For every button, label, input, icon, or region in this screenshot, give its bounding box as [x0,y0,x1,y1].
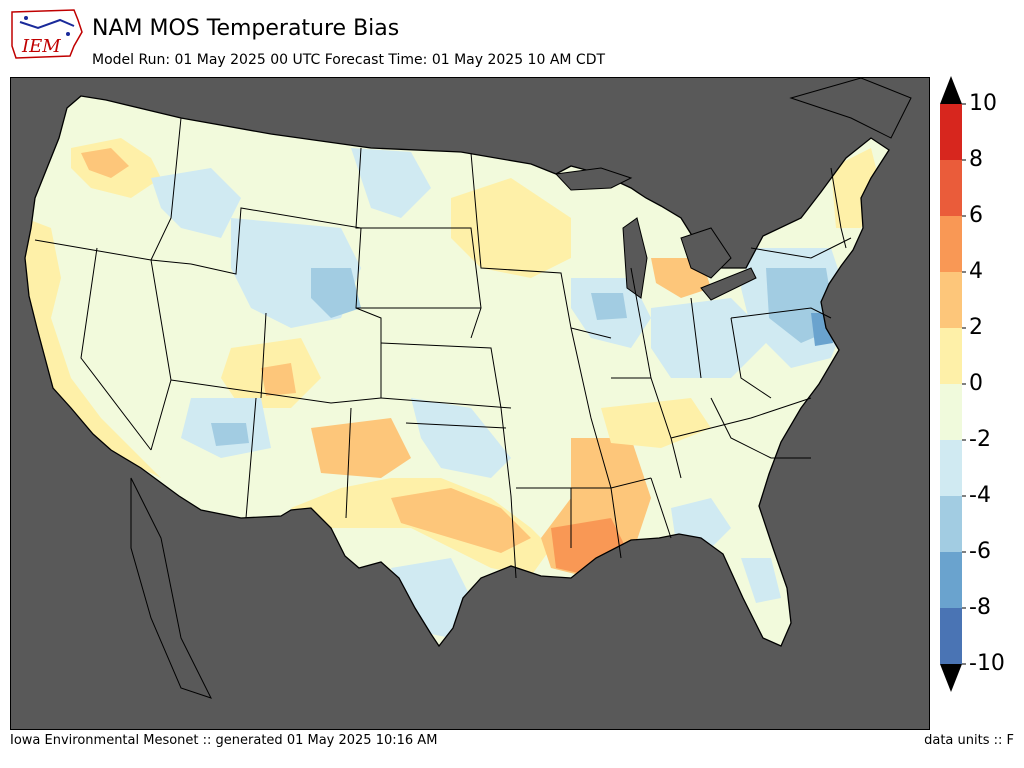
lake-michigan [622,217,648,299]
colorbar-segment [940,160,962,216]
contour-minus4to6 [311,268,361,318]
colorbar-label: 2 [969,315,983,340]
contour-plus2to4 [391,488,531,553]
contour-minus4to6 [591,293,627,320]
colorbar [935,76,1020,696]
contour-minus2to4 [411,398,511,478]
contour-plus0to2 [451,178,571,278]
contour-minus2to4 [351,148,431,218]
contour-plus2to4 [81,148,129,178]
colorbar-extend-min [940,664,962,692]
state-boundaries [34,117,852,579]
colorbar-segment [940,216,962,272]
contour-minus2to4 [741,558,781,603]
lake-huron [680,227,732,279]
logo-text: IEM [21,36,61,57]
footer-credit: Iowa Environmental Mesonet :: generated … [10,733,438,748]
colorbar-segment [940,496,962,552]
iem-logo: IEM [8,6,84,64]
contour-plus2to4 [261,363,296,396]
colorbar-label: -4 [969,483,991,508]
contour-minus2to4 [651,298,771,378]
contour-plus2to4 [311,418,411,478]
colorbar-extend-max [940,76,962,104]
colorbar-label: -2 [969,427,991,452]
colorbar-segment [940,104,962,160]
colorbar-label: 6 [969,203,983,228]
map-panel [10,77,930,730]
colorbar-label: 4 [969,259,983,284]
colorbar-segment [940,328,962,384]
bias-contours [25,138,881,638]
colorbar-segment [940,552,962,608]
colorbar-label: -8 [969,595,991,620]
footer-units: data units :: F [924,733,1014,748]
lake-superior [554,167,633,191]
colorbar-label: -10 [969,651,1005,676]
contour-minus4to6 [211,423,249,446]
lake-erie [700,267,757,301]
colorbar-segment [940,384,962,440]
colorbar-label: -6 [969,539,991,564]
bias-map [11,78,929,729]
map-subtitle: Model Run: 01 May 2025 00 UTC Forecast T… [92,52,606,68]
colorbar-segment [940,440,962,496]
canada-coast [789,78,912,139]
colorbar-label: 8 [969,147,983,172]
colorbar-segment [940,608,962,664]
contour-minus2to4 [151,168,241,238]
colorbar-segment [940,272,962,328]
contour-plus0to2 [25,218,161,478]
colorbar-label: 0 [969,371,983,396]
baja-outline [130,477,212,699]
colorbar-graphic [940,76,966,692]
map-title: NAM MOS Temperature Bias [92,16,400,41]
contour-minus2to4 [391,558,471,638]
contour-plus0to2 [601,398,711,448]
colorbar-label: 10 [969,91,997,116]
